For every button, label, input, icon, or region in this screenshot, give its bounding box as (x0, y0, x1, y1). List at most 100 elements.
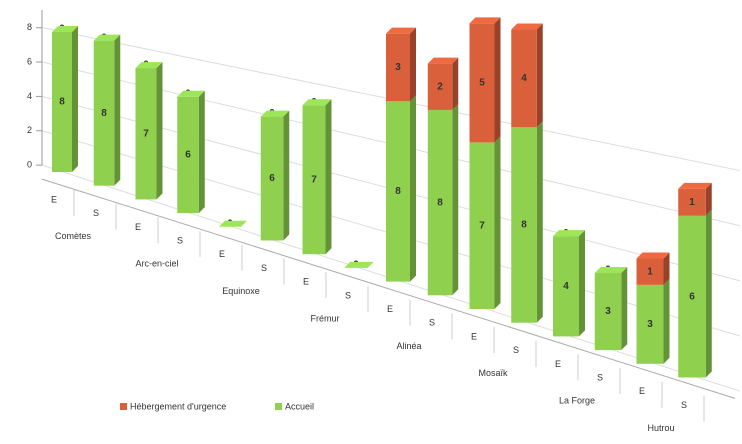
value-label: 1 (647, 266, 653, 277)
bar-side (494, 136, 501, 309)
group-label: Alinéa (396, 341, 421, 351)
value-label: 4 (563, 281, 569, 292)
bar-top (636, 252, 670, 259)
value-label: 7 (143, 128, 149, 139)
value-label: 8 (521, 220, 527, 231)
value-label: 8 (59, 97, 65, 108)
bar-segment (135, 68, 157, 200)
x-tick-label: S (261, 263, 267, 273)
bar-top (135, 62, 163, 69)
value-label: 3 (395, 62, 401, 73)
bar-side (198, 90, 205, 214)
bar-top (469, 17, 501, 24)
bar-side (621, 267, 628, 351)
bar-segment (469, 23, 495, 143)
bar-side (536, 121, 543, 323)
y-tick-label: 8 (27, 22, 32, 32)
x-tick-label: E (135, 222, 141, 232)
bar-side (156, 62, 163, 200)
bar-segment (678, 215, 706, 378)
bar-top (52, 26, 78, 32)
bar-side (579, 230, 585, 337)
x-tick-label: E (219, 249, 225, 259)
group-label: La Forge (559, 396, 595, 406)
bar-top (386, 27, 416, 34)
value-label: 3 (647, 319, 653, 330)
bar-segment (386, 33, 410, 102)
group-label: Frémur (311, 313, 340, 323)
group-label: Hutrou (647, 423, 674, 433)
bar-side (72, 26, 78, 172)
x-tick-label: E (303, 277, 309, 287)
y-tick-label: 2 (27, 125, 32, 135)
value-label: 6 (269, 173, 275, 184)
x-tick-label: S (597, 372, 603, 382)
bar-top (553, 230, 585, 237)
group-label: Comètes (55, 231, 92, 241)
bar-top (177, 90, 205, 97)
y-tick-label: 0 (27, 160, 32, 170)
y-tick-label: 4 (27, 91, 32, 101)
bar-top (594, 267, 628, 274)
value-label: 7 (479, 220, 485, 231)
x-tick-label: E (639, 386, 645, 396)
x-tick-label: S (345, 290, 351, 300)
bar-segment (427, 109, 453, 296)
bar-segment (511, 29, 537, 128)
bar-segment (52, 32, 72, 172)
x-tick-label: S (429, 318, 435, 328)
bar-side (663, 278, 670, 364)
bar-top (93, 34, 121, 41)
value-label: 3 (605, 306, 611, 317)
bar-segment (594, 273, 622, 351)
bar-top (678, 182, 712, 189)
value-label: 8 (395, 186, 401, 197)
value-label: 8 (437, 197, 443, 208)
bar-segment (260, 116, 284, 241)
bar-segment (678, 188, 706, 216)
bar-side (283, 110, 290, 241)
bar-segment (469, 142, 495, 309)
x-tick-label: E (471, 331, 477, 341)
bar-segment (177, 96, 199, 214)
bar-segment (427, 63, 453, 110)
bar-segment (93, 40, 115, 186)
group-label: Arc-en-ciel (135, 259, 178, 269)
bar-side (663, 252, 670, 285)
bar-side (452, 103, 459, 296)
legend-swatch (120, 403, 127, 410)
x-tick-label: E (387, 304, 393, 314)
x-tick-label: S (177, 235, 183, 245)
x-tick-label: E (555, 359, 561, 369)
bar-top (302, 99, 332, 106)
bar-side (494, 17, 501, 143)
value-label: 4 (521, 73, 527, 84)
x-tick-label: S (681, 400, 687, 410)
bar-top (344, 261, 374, 268)
value-label: 5 (479, 78, 485, 89)
bar-top (427, 57, 459, 64)
x-tick-label: S (513, 345, 519, 355)
bar-segment (636, 258, 664, 285)
value-label: 2 (437, 81, 443, 92)
bar-side (705, 182, 712, 216)
group-label: Equinoxe (222, 286, 260, 296)
value-label: 8 (101, 108, 107, 119)
legend-swatch (275, 403, 282, 410)
bar-segment (636, 284, 664, 364)
bar-segment (553, 236, 579, 337)
bar-segment (386, 101, 410, 282)
bar-side (452, 57, 459, 110)
bar-side (705, 209, 712, 378)
value-label: 1 (689, 197, 695, 208)
bar-segment (511, 127, 537, 323)
y-tick-label: 6 (27, 56, 32, 66)
group-label: Mosaïk (478, 368, 508, 378)
x-tick-label: E (51, 194, 57, 204)
legend-label: Hébergement d'urgence (130, 401, 226, 411)
value-label: 6 (185, 150, 191, 161)
legend-label: Accueil (285, 401, 314, 411)
x-axis (41, 178, 736, 399)
bar-top (260, 110, 290, 117)
